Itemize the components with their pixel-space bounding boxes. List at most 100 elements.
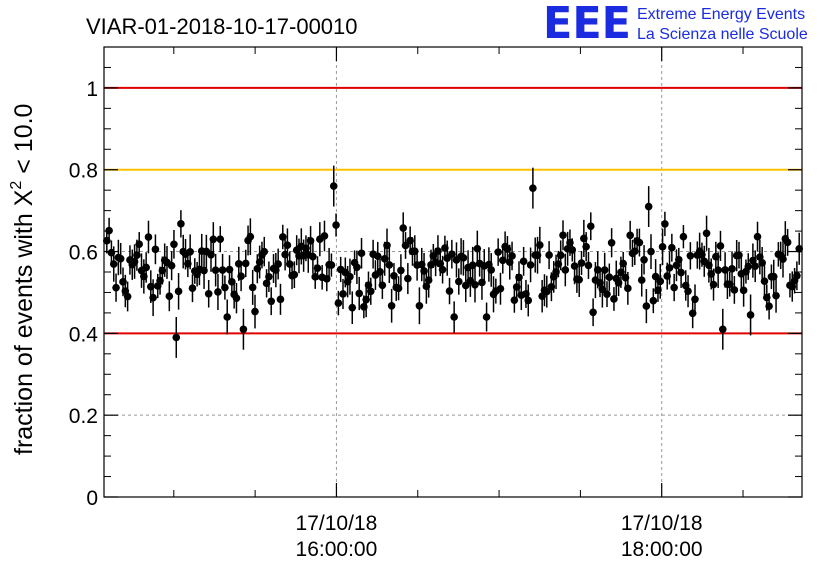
- data-point: [624, 284, 632, 293]
- data-point: [135, 240, 144, 248]
- data-point: [348, 303, 357, 312]
- data-point: [649, 296, 658, 305]
- data-point: [603, 290, 611, 298]
- data-point: [355, 289, 364, 298]
- data-point: [561, 266, 570, 274]
- data-point: [482, 313, 491, 321]
- data-point: [454, 277, 463, 286]
- data-point: [637, 276, 646, 284]
- data-point: [373, 252, 382, 260]
- data-point: [109, 260, 118, 268]
- data-point: [366, 287, 375, 296]
- data-point: [728, 265, 736, 273]
- data-point: [116, 254, 125, 263]
- data-point: [216, 235, 225, 243]
- data-point: [334, 299, 343, 307]
- data-point: [605, 273, 614, 281]
- data-point: [471, 280, 479, 289]
- tick-labels: 0 0.2 0.4 0.6 0.8 1 17/10/18 16:00:00 17/10/18 18…: [69, 78, 703, 561]
- data-point: [397, 266, 405, 275]
- data-point: [582, 242, 590, 251]
- y-axis-label-sup: 2: [8, 181, 25, 190]
- data-point: [668, 243, 676, 252]
- data-point: [640, 255, 648, 264]
- reference-lines: [104, 86, 802, 335]
- data-point: [218, 266, 227, 274]
- eee-logo-line1: Extreme Energy Events: [637, 6, 805, 23]
- data-point: [283, 241, 292, 249]
- y-tick-label: 0.6: [69, 242, 98, 265]
- data-point: [730, 286, 739, 294]
- y-tick-label: 0: [86, 487, 98, 510]
- data-point: [753, 232, 762, 241]
- data-point: [670, 283, 678, 292]
- data-point: [642, 302, 651, 310]
- data-point: [313, 264, 322, 272]
- data-point: [586, 222, 595, 231]
- data-point: [684, 287, 692, 296]
- data-point: [165, 292, 174, 301]
- data-point: [239, 325, 248, 334]
- data-point: [647, 247, 655, 256]
- data-point: [746, 311, 755, 319]
- data-point: [327, 261, 336, 269]
- data-point: [795, 244, 804, 253]
- chart-title: VIAR-01-2018-10-17-00010: [86, 14, 358, 39]
- data-point: [559, 231, 567, 240]
- data-point: [718, 325, 727, 334]
- data-point: [174, 287, 183, 296]
- data-point: [290, 270, 299, 279]
- data-point: [459, 254, 468, 262]
- data-point: [744, 262, 753, 271]
- data-point: [221, 283, 229, 292]
- data-point: [223, 313, 232, 321]
- data-point: [496, 284, 505, 293]
- data-point: [404, 274, 412, 283]
- axis-ticks: [104, 47, 802, 498]
- y-tick-label: 1: [86, 78, 98, 101]
- data-point: [123, 292, 132, 301]
- data-point: [600, 266, 609, 274]
- x-tick-label-time: 18:00:00: [621, 538, 703, 561]
- data-point: [329, 182, 338, 190]
- eee-logo: EEE Extreme Energy Events La Scienza nel…: [543, 0, 808, 49]
- data-point: [487, 266, 496, 274]
- data-point: [584, 261, 593, 270]
- data-points: [102, 165, 804, 358]
- data-point: [739, 286, 748, 295]
- data-point: [508, 252, 516, 260]
- data-point: [211, 266, 220, 274]
- data-point: [387, 301, 396, 310]
- data-point: [545, 251, 553, 259]
- data-point: [151, 245, 160, 254]
- data-point: [167, 261, 176, 270]
- data-point: [415, 301, 424, 310]
- data-point: [607, 238, 616, 247]
- y-axis-label-main: fraction of events with X: [10, 189, 38, 455]
- data-point: [716, 242, 725, 250]
- data-point: [385, 261, 394, 269]
- data-point: [691, 295, 699, 304]
- data-point: [494, 248, 502, 256]
- data-point: [772, 291, 780, 300]
- data-point: [448, 250, 456, 258]
- data-point: [214, 288, 222, 296]
- data-point: [276, 295, 285, 304]
- data-point: [589, 308, 597, 317]
- data-point: [399, 224, 408, 232]
- data-point: [665, 264, 674, 272]
- data-point: [450, 313, 458, 321]
- data-point: [651, 272, 660, 281]
- data-point: [468, 261, 477, 269]
- data-point: [260, 247, 269, 256]
- data-point: [661, 220, 669, 228]
- data-point: [144, 233, 153, 241]
- data-point: [519, 257, 528, 266]
- data-point: [209, 235, 218, 244]
- data-point: [267, 297, 276, 306]
- plot-frame: [103, 46, 803, 498]
- data-point: [709, 280, 718, 289]
- data-point: [577, 259, 586, 267]
- data-point: [765, 302, 773, 311]
- data-point: [526, 261, 535, 269]
